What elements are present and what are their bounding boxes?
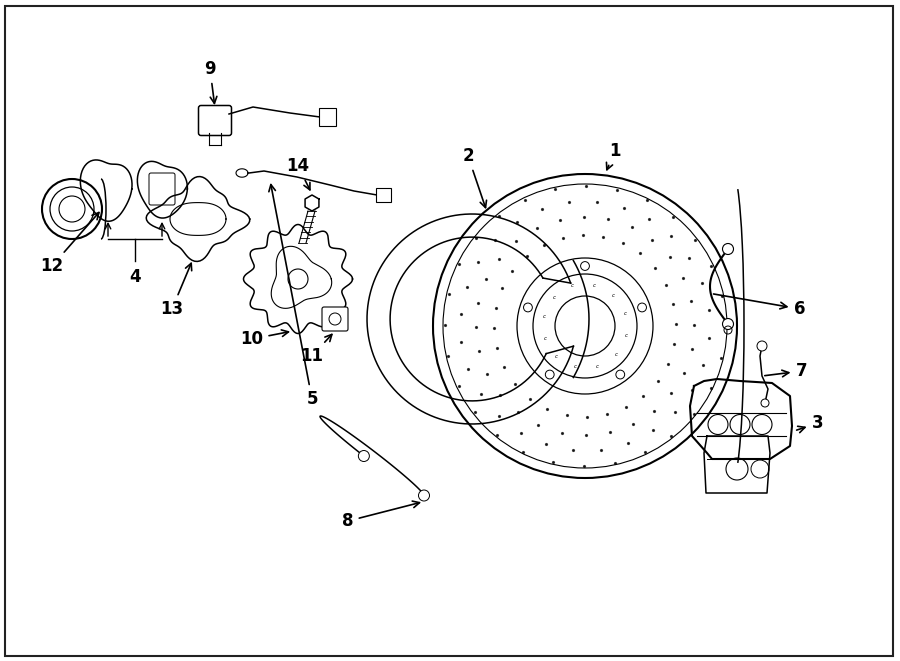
Circle shape bbox=[580, 262, 590, 270]
FancyBboxPatch shape bbox=[322, 307, 348, 331]
Text: c: c bbox=[624, 311, 626, 316]
Text: c: c bbox=[574, 364, 577, 369]
Text: c: c bbox=[615, 352, 617, 357]
Circle shape bbox=[757, 341, 767, 351]
FancyBboxPatch shape bbox=[376, 188, 391, 202]
Text: 12: 12 bbox=[40, 212, 99, 275]
Text: 13: 13 bbox=[160, 263, 192, 318]
Text: c: c bbox=[553, 295, 555, 300]
Text: 2: 2 bbox=[463, 147, 487, 208]
Text: 9: 9 bbox=[204, 60, 217, 103]
Circle shape bbox=[723, 319, 734, 329]
Circle shape bbox=[638, 303, 646, 312]
FancyBboxPatch shape bbox=[199, 106, 231, 136]
Text: c: c bbox=[572, 284, 574, 288]
Text: 11: 11 bbox=[301, 334, 332, 365]
Text: 10: 10 bbox=[240, 330, 288, 348]
Text: c: c bbox=[596, 364, 599, 369]
Circle shape bbox=[723, 243, 734, 254]
Text: c: c bbox=[543, 314, 545, 319]
Text: 5: 5 bbox=[269, 184, 318, 408]
Text: c: c bbox=[544, 336, 546, 341]
Text: c: c bbox=[555, 354, 558, 360]
Circle shape bbox=[524, 303, 532, 312]
Text: c: c bbox=[625, 332, 627, 338]
Text: 6: 6 bbox=[714, 294, 806, 318]
Text: c: c bbox=[612, 293, 615, 297]
FancyBboxPatch shape bbox=[319, 108, 336, 126]
Circle shape bbox=[418, 490, 429, 501]
Text: 14: 14 bbox=[286, 157, 310, 190]
Text: 3: 3 bbox=[796, 414, 824, 432]
Circle shape bbox=[616, 370, 625, 379]
Circle shape bbox=[761, 399, 769, 407]
Text: 8: 8 bbox=[342, 501, 419, 530]
Text: 7: 7 bbox=[765, 362, 808, 380]
Circle shape bbox=[545, 370, 554, 379]
Text: 4: 4 bbox=[130, 268, 140, 286]
Text: 1: 1 bbox=[607, 142, 621, 170]
Text: c: c bbox=[593, 282, 596, 288]
Circle shape bbox=[358, 451, 369, 461]
